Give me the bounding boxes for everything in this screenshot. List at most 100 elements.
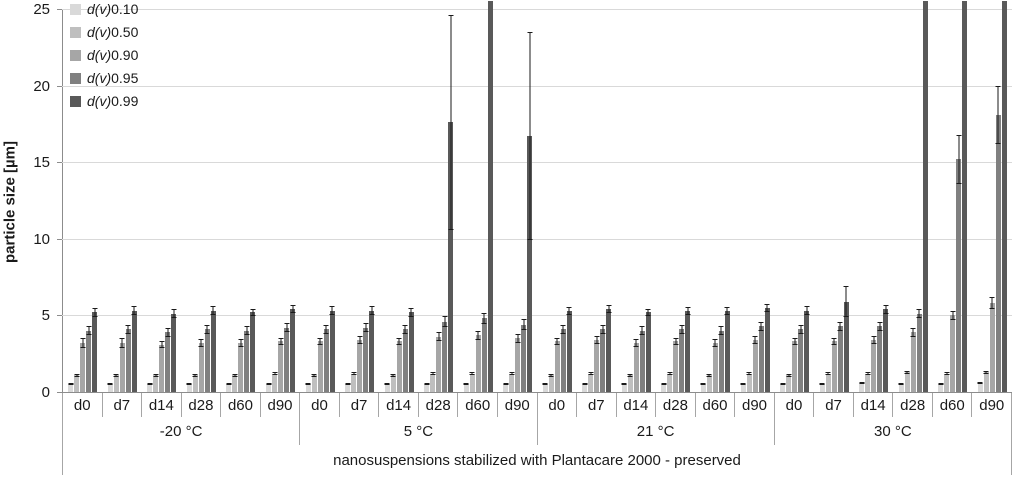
gridline [62, 85, 1012, 87]
error-bar [113, 373, 119, 377]
day-label: d90 [979, 396, 1005, 414]
bar [995, 85, 1001, 392]
error-bar [266, 383, 271, 386]
error-bar [509, 372, 515, 376]
error-bar [877, 321, 883, 331]
bar [290, 305, 295, 392]
bar [724, 306, 730, 392]
bar [712, 339, 718, 392]
y-tick-label: 20 [33, 77, 50, 95]
day-bar-cluster [656, 0, 696, 392]
bar [226, 383, 232, 392]
bar [706, 373, 712, 392]
error-bar [792, 337, 798, 346]
day-label-group: d0 d7 d14 d28 d60 d90 [775, 393, 1011, 417]
bar [798, 324, 804, 392]
bar [627, 373, 633, 392]
day-label: d60 [933, 393, 973, 417]
gridline [62, 315, 1012, 317]
bar [430, 372, 436, 392]
error-bar [865, 372, 871, 376]
bar [645, 308, 651, 392]
bar [566, 306, 572, 392]
day-bar-cluster [142, 0, 182, 392]
error-bar [515, 333, 521, 343]
bar [503, 383, 509, 392]
bar [962, 1, 968, 392]
legend-label-quantile: 0.95 [111, 70, 139, 86]
bar [305, 383, 311, 392]
bar [746, 372, 752, 392]
error-bar [436, 332, 442, 342]
day-label: d28 [893, 393, 933, 417]
bar [92, 307, 98, 392]
error-bar [554, 337, 560, 346]
bar [780, 383, 786, 392]
bar [345, 383, 351, 392]
legend-swatch [70, 26, 81, 38]
error-bar [758, 321, 764, 331]
day-label: d28 [182, 393, 222, 417]
error-bar [700, 383, 706, 386]
legend: d(v)0.10 d(v)0.50 d(v)0.90 d(v)0.95 d(v)0.99 [70, 1, 138, 109]
legend-label-quantile: 0.50 [111, 24, 139, 40]
bar [204, 324, 210, 392]
bar [186, 383, 192, 392]
error-bar [384, 383, 390, 386]
error-bar [843, 286, 849, 317]
day-bar-cluster [458, 0, 498, 392]
y-tick-mark [57, 238, 62, 240]
bar [369, 306, 375, 392]
bar [944, 372, 950, 392]
bar [825, 372, 831, 392]
legend-label-quantile: 0.99 [111, 93, 139, 109]
error-bar [198, 339, 204, 347]
legend-label: d(v)0.90 [87, 47, 138, 63]
day-label: d14 [854, 393, 894, 417]
error-bar [633, 339, 639, 347]
legend-label-quantile: 0.90 [111, 47, 139, 63]
error-bar [904, 370, 910, 374]
bar [131, 306, 137, 392]
error-bar [871, 336, 877, 344]
bar [311, 373, 317, 392]
error-bar [402, 324, 408, 334]
bar [125, 324, 131, 392]
bar [661, 383, 667, 392]
bar [363, 323, 369, 392]
gridline [62, 9, 1012, 10]
error-bar [718, 326, 724, 336]
y-tick-label: 25 [33, 1, 50, 18]
temperature-label: 21 °C [538, 417, 775, 445]
error-bar [290, 305, 295, 314]
bar [740, 383, 746, 392]
error-bar [210, 306, 216, 316]
legend-label: d(v)0.95 [87, 70, 138, 86]
bar [509, 372, 515, 392]
error-bar [284, 323, 289, 333]
bar [238, 339, 244, 392]
error-bar [621, 383, 627, 386]
y-tick-label: 5 [41, 307, 50, 325]
bar [408, 307, 414, 392]
error-bar [883, 304, 889, 314]
day-bar-cluster [775, 0, 815, 392]
bar [357, 336, 363, 392]
bar [107, 383, 113, 392]
bar [210, 306, 216, 392]
error-bar [825, 372, 831, 376]
legend-item: d(v)0.50 [70, 24, 138, 40]
bar [804, 306, 810, 392]
temperature-label: 30 °C [874, 422, 912, 440]
bar [837, 321, 843, 392]
bar [792, 337, 798, 392]
bar [859, 381, 865, 392]
bar [989, 297, 995, 392]
error-bar [746, 372, 752, 376]
bar [819, 383, 825, 392]
legend-swatch [70, 3, 81, 15]
bar [910, 327, 916, 392]
error-bar [469, 372, 475, 376]
error-bar [600, 324, 606, 334]
bar [594, 336, 600, 392]
